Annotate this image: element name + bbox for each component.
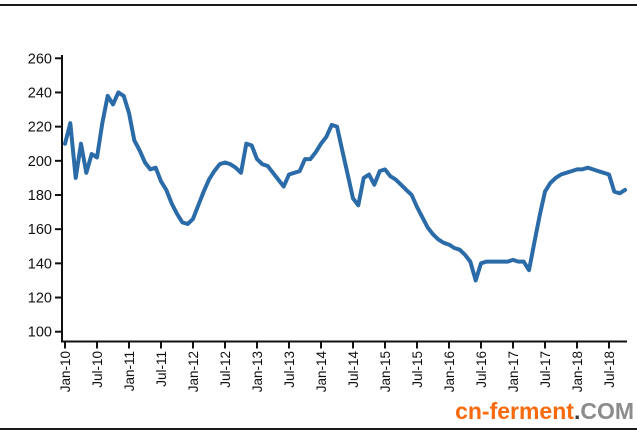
x-tick-label: Jan-14 <box>314 351 329 393</box>
watermark-tld-text: COM <box>580 398 634 424</box>
y-tick-label: 160 <box>28 222 52 238</box>
y-tick-label: 100 <box>28 325 52 341</box>
x-tick-label: Jul-13 <box>282 351 297 388</box>
x-tick-label: Jul-16 <box>474 351 489 388</box>
y-tick-label: 140 <box>28 256 52 272</box>
x-tick-label: Jan-11 <box>122 351 137 391</box>
x-tick-label: Jan-12 <box>186 351 201 392</box>
y-tick-label: 260 <box>28 51 52 67</box>
watermark-site-text: cn-ferment <box>455 398 574 424</box>
x-tick-label: Jul-11 <box>154 351 169 387</box>
x-tick-label: Jul-14 <box>346 351 361 388</box>
y-tick-label: 240 <box>28 85 52 101</box>
x-tick-label: Jul-12 <box>218 351 233 388</box>
y-tick-label: 200 <box>28 154 52 170</box>
watermark-dot-text: . <box>573 398 581 424</box>
top-border-line <box>0 4 637 6</box>
x-tick-label: Jan-16 <box>442 351 457 392</box>
x-tick-label: Jan-10 <box>58 351 73 392</box>
x-tick-label: Jul-15 <box>410 351 425 388</box>
x-tick-label: Jul-10 <box>90 351 105 388</box>
y-tick-label: 120 <box>28 291 52 307</box>
x-tick-label: Jan-15 <box>378 351 393 392</box>
x-tick-label: Jul-17 <box>538 351 553 388</box>
y-tick-label: 220 <box>28 120 52 136</box>
watermark: cn-ferment.COM <box>455 398 634 425</box>
bottom-border-line <box>0 428 637 430</box>
y-tick-label: 180 <box>28 188 52 204</box>
data-series-line <box>63 90 627 283</box>
x-tick-label: Jan-18 <box>570 351 585 392</box>
x-tick-label: Jan-13 <box>250 351 265 392</box>
x-tick-label: Jul-18 <box>602 351 617 388</box>
x-tick-label: Jan-17 <box>506 351 521 392</box>
